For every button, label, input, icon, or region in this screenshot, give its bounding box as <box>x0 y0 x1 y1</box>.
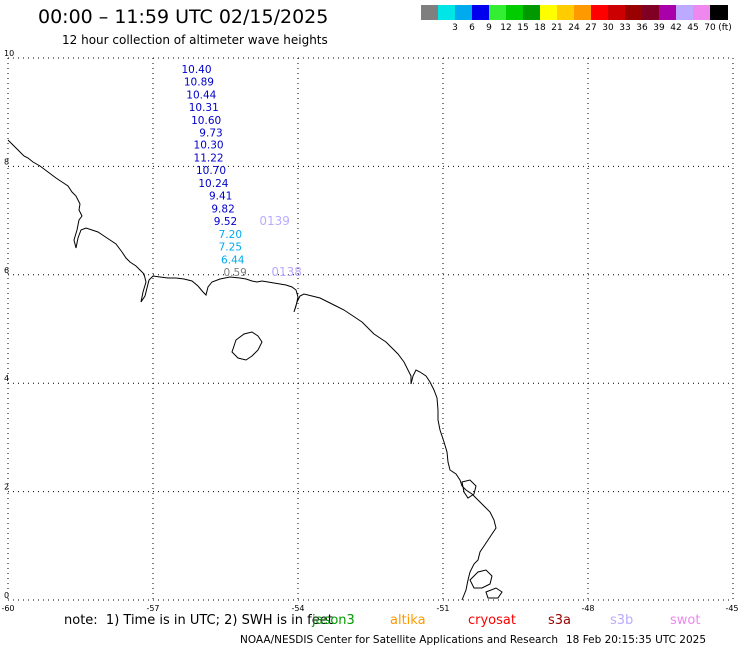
wave-height-label: 10.40 <box>181 64 211 76</box>
scale-label: 70 <box>704 23 716 33</box>
scale-swatch <box>642 5 660 20</box>
scale-swatch <box>523 5 541 20</box>
scale-label: 30 <box>602 23 614 33</box>
scale-label: 33 <box>619 23 631 33</box>
lon-tick-label: -54 <box>291 604 304 613</box>
wave-height-label: 10.44 <box>186 89 216 101</box>
wave-height-label: 10.31 <box>189 102 219 114</box>
lon-tick-label: -45 <box>725 604 738 613</box>
scale-swatch <box>659 5 677 20</box>
scale-label: 15 <box>517 23 529 33</box>
legend-swot: swot <box>670 613 701 628</box>
delta-island <box>461 479 477 499</box>
scale-label: 21 <box>551 23 563 33</box>
map-title: 00:00 – 11:59 UTC 02/15/2025 <box>38 6 329 28</box>
scale-swatch <box>693 5 711 20</box>
scale-swatch <box>557 5 575 20</box>
scale-swatch <box>472 5 490 20</box>
map-subtitle: 12 hour collection of altimeter wave hei… <box>62 33 328 47</box>
scale-swatch <box>438 5 456 20</box>
track-id-label: 0138 <box>271 265 302 279</box>
track-labels: 0139 0138 <box>259 214 302 279</box>
legend-jason3: jason3 <box>312 613 355 628</box>
wave-height-label: 7.25 <box>219 242 242 254</box>
coastline-path <box>7 139 497 601</box>
lat-tick-label: 4 <box>4 374 9 383</box>
scale-swatch <box>506 5 524 20</box>
scale-label: 12 <box>500 23 512 33</box>
wave-height-label: 9.52 <box>214 216 237 228</box>
wave-height-label: 10.30 <box>194 140 224 152</box>
scale-label: 27 <box>585 23 597 33</box>
scale-swatch <box>540 5 558 20</box>
lon-tick-label: -60 <box>1 604 14 613</box>
wave-height-label: 11.22 <box>194 153 224 165</box>
legend-cryosat: cryosat <box>468 613 516 628</box>
scale-swatch <box>676 5 694 20</box>
legend-altika: altika <box>390 613 426 628</box>
scale-label: 24 <box>568 23 580 33</box>
wave-height-label: 10.89 <box>184 76 214 88</box>
wave-height-label: 9.41 <box>209 191 232 203</box>
legend-s3a: s3a <box>548 613 572 628</box>
scale-label: 42 <box>670 23 682 33</box>
scale-swatch <box>710 5 728 20</box>
wave-height-label: 6.44 <box>221 255 245 267</box>
scale-label: 6 <box>469 23 475 33</box>
scale-swatch <box>625 5 643 20</box>
scale-label: 3 <box>452 23 458 33</box>
amazon-islands <box>469 569 503 599</box>
scale-label: 9 <box>486 23 492 33</box>
lon-tick-label: -57 <box>146 604 159 613</box>
scale-swatch <box>421 5 439 20</box>
lat-tick-label: 10 <box>4 49 14 58</box>
credit-line: NOAA/NESDIS Center for Satellite Applica… <box>240 634 558 646</box>
lat-tick-label: 2 <box>4 483 9 492</box>
wave-height-label: 10.70 <box>196 165 226 177</box>
graticule: -60 -57 -54 -51 -48 -45 0 2 4 6 8 10 <box>1 49 738 613</box>
lon-tick-label: -48 <box>581 604 594 613</box>
scale-label: 36 <box>636 23 648 33</box>
lat-tick-label: 8 <box>4 157 9 166</box>
track-id-label: 0139 <box>259 214 290 228</box>
lon-tick-label: -51 <box>436 604 449 613</box>
scale-swatch <box>591 5 609 20</box>
scale-swatch <box>489 5 507 20</box>
wave-height-label: 9.73 <box>199 127 222 139</box>
scale-label: 39 <box>653 23 665 33</box>
generation-timestamp: 18 Feb 20:15:35 UTC 2025 <box>566 634 706 646</box>
wave-height-label: 7.20 <box>219 229 242 241</box>
scale-label: 18 <box>534 23 546 33</box>
coastline <box>7 139 503 601</box>
scale-label: 45 <box>687 23 699 33</box>
scale-unit: (ft) <box>718 23 732 33</box>
scale-swatch <box>455 5 473 20</box>
scale-swatch <box>608 5 626 20</box>
scale-swatch <box>574 5 592 20</box>
observation-labels: 10.4010.8910.4410.3110.609.7310.3011.221… <box>181 64 246 279</box>
wave-height-label: 10.24 <box>198 178 228 190</box>
wave-height-label: 0.59 <box>223 267 246 279</box>
legend-s3b: s3b <box>610 613 634 628</box>
lat-tick-label: 0 <box>4 591 9 600</box>
island-1 <box>231 331 263 361</box>
wave-height-label: 9.82 <box>211 204 234 216</box>
lat-tick-label: 6 <box>4 266 9 275</box>
footer-note: note: 1) Time is in UTC; 2) SWH is in fe… <box>64 613 333 628</box>
wave-height-label: 10.60 <box>191 115 221 127</box>
